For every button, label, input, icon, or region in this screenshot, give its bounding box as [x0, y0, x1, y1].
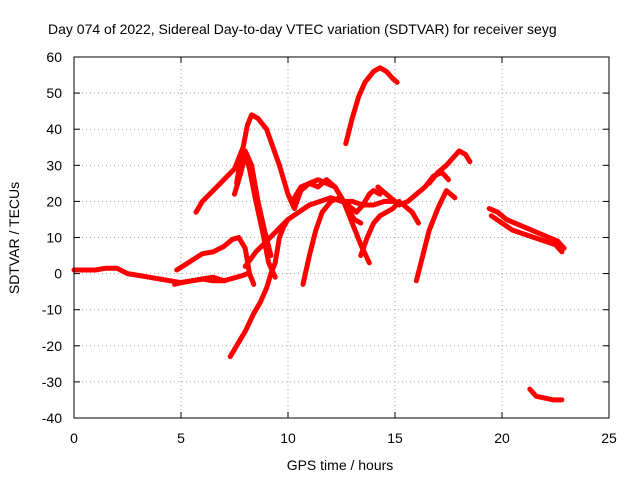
- x-tick-label: 25: [601, 430, 617, 446]
- series-line-s2: [172, 271, 250, 287]
- y-tick-label: 10: [46, 230, 62, 246]
- series-line-s12: [343, 65, 400, 147]
- series-line-s4: [227, 216, 291, 360]
- y-tick-label: 60: [46, 49, 62, 65]
- grid: [74, 57, 609, 418]
- x-tick-label: 15: [387, 430, 403, 446]
- series-line-s11: [289, 177, 364, 226]
- y-tick-label: -30: [42, 374, 62, 390]
- y-axis-title: SDTVAR / TECUs: [6, 182, 22, 294]
- y-axis: -40 -30 -20 -10 0 10 20 30 40 50 60: [42, 49, 609, 426]
- series-line-s3: [174, 235, 257, 287]
- x-tick-label: 20: [494, 430, 510, 446]
- y-tick-label: 50: [46, 85, 62, 101]
- series-line-s18: [488, 213, 565, 255]
- y-tick-label: -10: [42, 302, 62, 318]
- series-line-s15: [396, 170, 451, 208]
- series-line-s8: [242, 195, 398, 269]
- chart-title: Day 074 of 2022, Sidereal Day-to-day VTE…: [48, 21, 557, 37]
- x-tick-label: 0: [70, 430, 78, 446]
- x-tick-label: 5: [177, 430, 185, 446]
- series-line-s16: [413, 188, 458, 284]
- y-tick-label: 0: [54, 266, 62, 282]
- series-line-s5: [193, 112, 282, 215]
- x-axis: 0 5 10 15 20 25: [70, 57, 617, 446]
- y-tick-label: -20: [42, 338, 62, 354]
- series-line-s7: [232, 152, 278, 280]
- series-line-s17: [426, 148, 473, 186]
- y-tick-label: -40: [42, 410, 62, 426]
- y-tick-label: 40: [46, 121, 62, 137]
- series-group: [71, 65, 567, 403]
- y-tick-label: 30: [46, 157, 62, 173]
- y-tick-label: 20: [46, 193, 62, 209]
- series-line-s19: [486, 206, 567, 251]
- x-axis-title: GPS time / hours: [287, 457, 394, 473]
- series-line-s13: [358, 198, 402, 258]
- series-line-s20: [527, 386, 565, 403]
- x-tick-label: 10: [280, 430, 296, 446]
